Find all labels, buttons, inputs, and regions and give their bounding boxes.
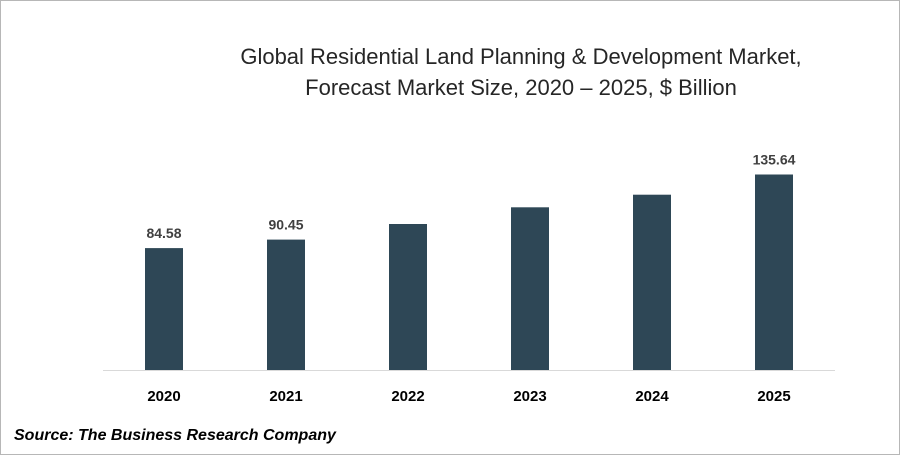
bar-2024 <box>633 194 671 370</box>
chart-title-line-2: Forecast Market Size, 2020 – 2025, $ Bil… <box>305 75 737 100</box>
x-tick-label-2022: 2022 <box>391 388 424 405</box>
data-label-2021: 90.45 <box>268 217 303 233</box>
x-tick-label-2025: 2025 <box>757 388 790 405</box>
bar-chart: 84.58 2020 90.45 2021 2022 2023 2024 135.64 2025 <box>103 152 835 405</box>
bar-2022 <box>389 224 427 370</box>
x-tick-label-2021: 2021 <box>269 388 302 405</box>
bar-2020 <box>145 248 183 370</box>
source-note: Source: The Business Research Company <box>14 427 336 444</box>
bar-2025 <box>755 174 793 370</box>
chart-title: Global Residential Land Planning & Devel… <box>191 41 851 103</box>
x-tick-label-2023: 2023 <box>513 388 546 405</box>
data-label-2025: 135.64 <box>753 152 796 168</box>
bar-2021 <box>267 239 305 370</box>
chart-title-line-1: Global Residential Land Planning & Devel… <box>240 44 802 69</box>
x-tick-label-2024: 2024 <box>635 388 669 405</box>
bar-2023 <box>511 207 549 370</box>
data-label-2020: 84.58 <box>146 225 181 241</box>
x-tick-label-2020: 2020 <box>147 388 180 405</box>
